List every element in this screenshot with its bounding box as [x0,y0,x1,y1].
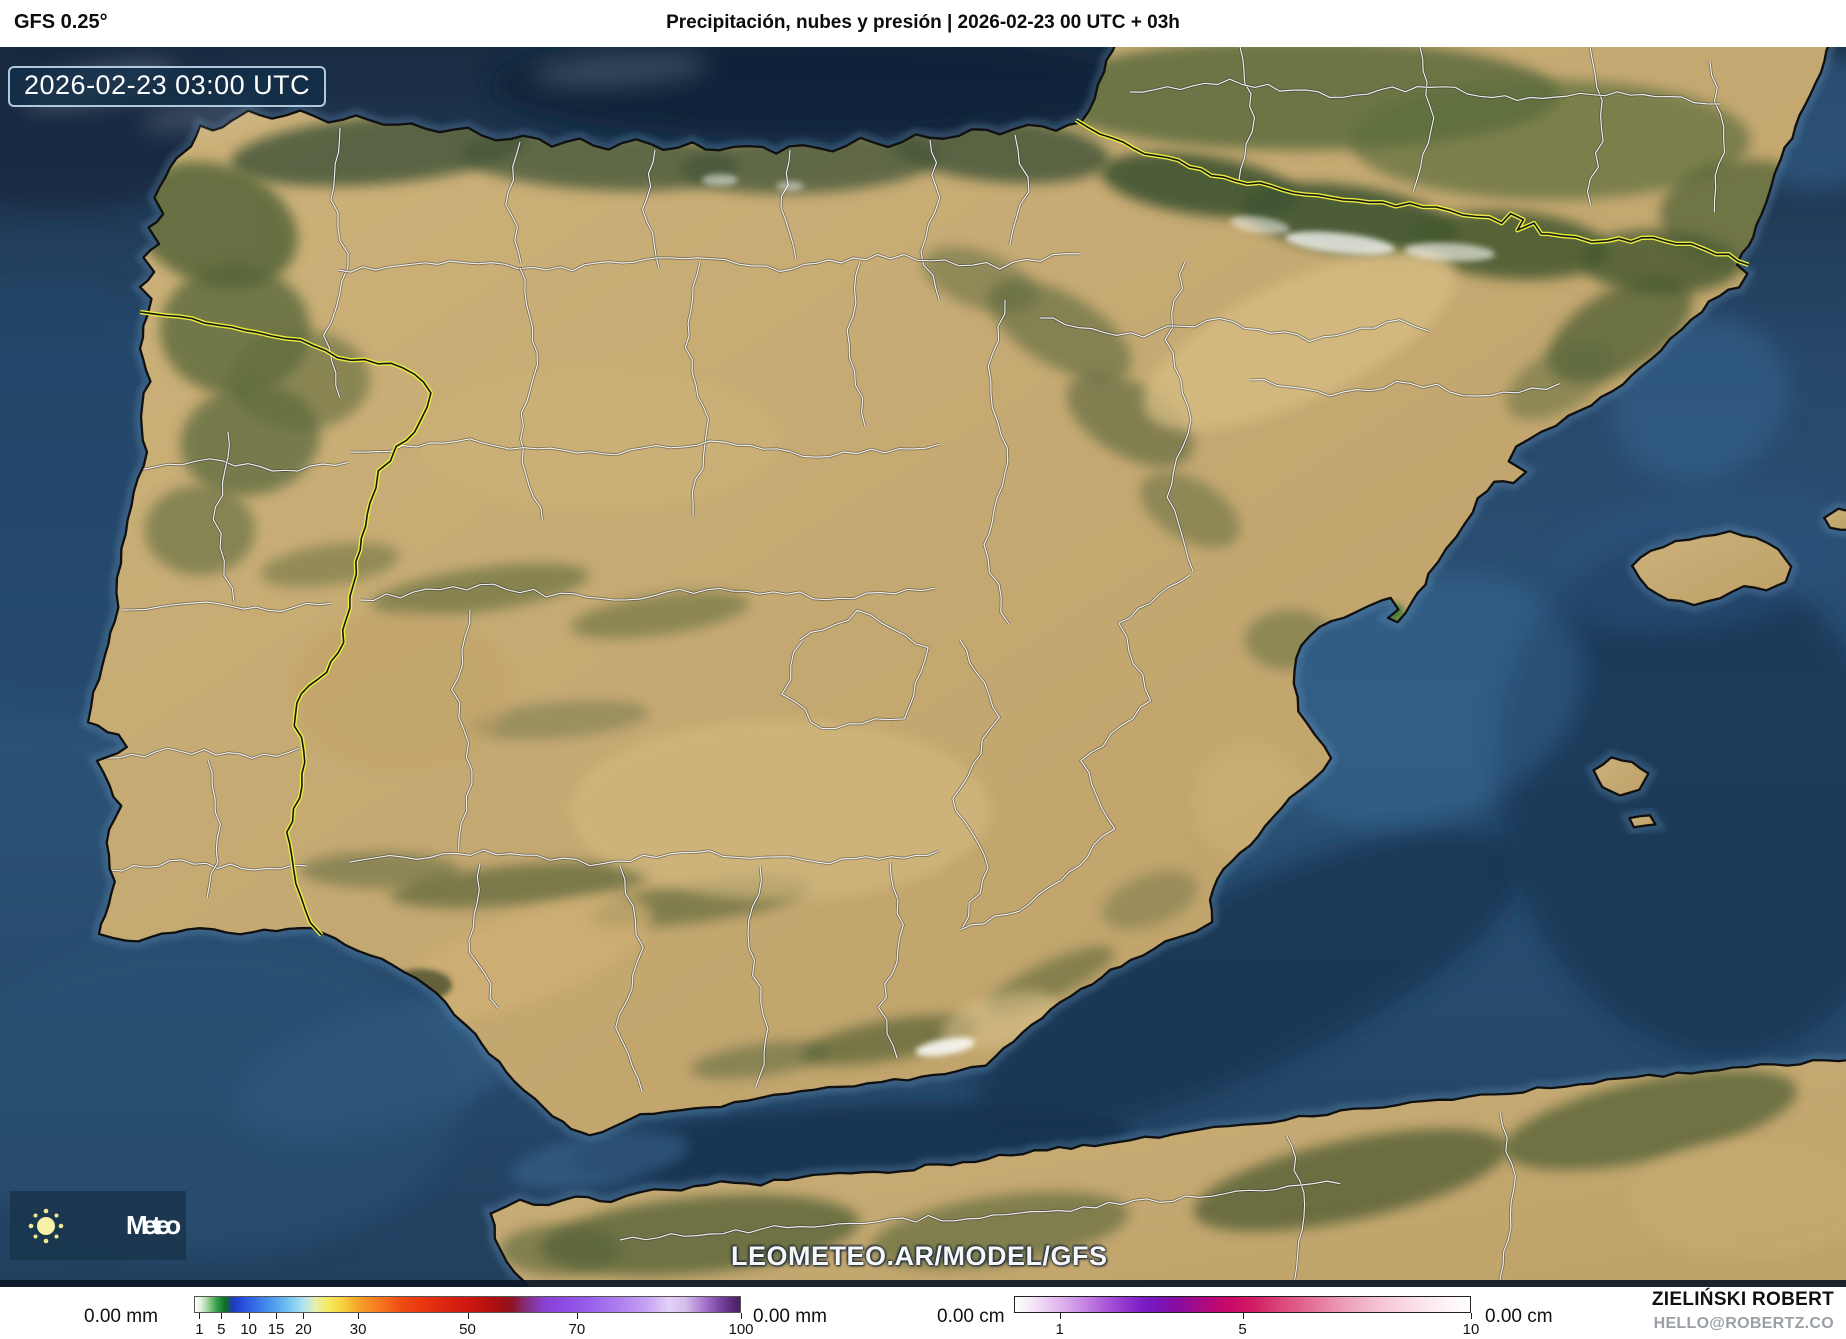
credit-email: HELLO@ROBERTZ.CO [1653,1315,1834,1332]
legend-tick [1242,1313,1244,1319]
timestamp-badge: 2026-02-23 03:00 UTC [8,66,327,107]
legend-tick [741,1313,742,1319]
legend-tick-label: 30 [349,1321,367,1338]
legend-bar: 0.00 mm 1 5 10 15 20 30 50 70 100 0.00 mm 0.00 c… [0,1287,1846,1339]
snow-right-label: 0.00 cm [1485,1306,1553,1327]
logo-text: Meteo [126,1210,181,1240]
precip-left-label: 0.00 mm [84,1306,158,1327]
watermark-text: LEOMETEO.AR/MODEL/GFS [730,1241,1108,1271]
precip-colorbar [194,1296,741,1313]
legend-tick [1471,1313,1472,1319]
model-resolution-label: GFS 0.25° [14,11,108,33]
legend-tick [576,1313,578,1319]
legend-tick-label: 1 [1055,1321,1064,1338]
legend-tick-label: 50 [459,1321,476,1338]
legend-tick-label: 20 [295,1321,312,1338]
legend-tick [358,1313,360,1319]
header-bar: GFS 0.25° Precipitación, nubes y presión… [0,0,1846,47]
legend-tick [467,1313,469,1319]
legend-tick [221,1313,223,1319]
legend-tick [199,1313,201,1319]
legend-tick-label: 100 [728,1321,754,1338]
legend-tick-label: 10 [240,1321,258,1338]
map-edge [0,1280,1846,1287]
credit-name: ZIELIŃSKI ROBERT [1651,1289,1834,1310]
credit-block: ZIELIŃSKI ROBERT HELLO@ROBERTZ.CO [1652,1289,1834,1333]
legend-tick [276,1313,278,1319]
snow-patches [702,174,1495,1057]
legend-tick-label: 15 [267,1321,285,1338]
legend-tick [248,1313,250,1319]
terrain-shading [132,47,1846,1276]
country-borders [139,118,1750,937]
coastline [86,47,1846,1287]
precip-right-label: 0.00 mm [753,1306,827,1327]
legend-tick-label: 5 [1238,1321,1247,1338]
snow-left-label: 0.00 cm [937,1306,1005,1327]
legend-tick-label: 5 [217,1321,226,1338]
legend-tick [303,1313,305,1319]
precip-colorbar-wrap: 1 5 10 15 20 30 50 70 100 [194,1296,754,1338]
legend-tick-label: 10 [1462,1321,1480,1338]
map-region [0,47,1846,1287]
page-title: Precipitación, nubes y presión | 2026-02… [666,12,1180,33]
logo-box: Meteo [10,1191,186,1260]
province-borders [107,47,1726,1287]
sun-icon [28,1208,64,1244]
map-canvas [0,47,1846,1287]
legend-tick-label: 70 [568,1321,586,1338]
snow-colorbar [1014,1296,1471,1313]
legend-tick [1059,1313,1061,1319]
timestamp-text: 2026-02-23 03:00 UTC [24,70,311,100]
snow-colorbar-wrap: 1 5 10 [1014,1296,1479,1338]
legend-tick-label: 1 [195,1321,204,1338]
